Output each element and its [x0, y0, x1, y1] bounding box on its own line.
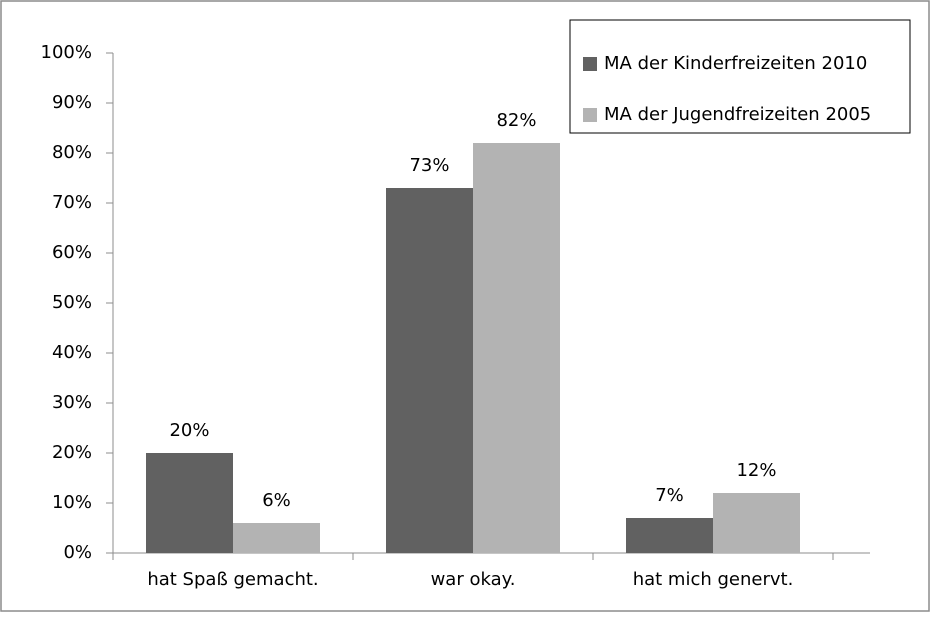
data-label: 12% — [736, 460, 776, 481]
y-tick-label: 80% — [52, 142, 92, 163]
x-tick-label: war okay. — [431, 569, 516, 590]
legend-swatch — [583, 108, 597, 122]
data-label: 6% — [262, 490, 291, 511]
y-tick-label: 20% — [52, 442, 92, 463]
data-label: 7% — [655, 485, 684, 506]
bar — [473, 143, 560, 553]
legend-label: MA der Jugendfreizeiten 2005 — [604, 104, 871, 125]
y-tick-label: 50% — [52, 292, 92, 313]
y-tick-label: 30% — [52, 392, 92, 413]
bar — [713, 493, 800, 553]
y-tick-label: 10% — [52, 492, 92, 513]
y-tick-label: 100% — [41, 42, 92, 63]
legend-label: MA der Kinderfreizeiten 2010 — [604, 53, 867, 74]
y-tick-label: 40% — [52, 342, 92, 363]
y-tick-label: 70% — [52, 192, 92, 213]
y-tick-label: 0% — [63, 542, 92, 563]
bar — [626, 518, 713, 553]
y-tick-label: 60% — [52, 242, 92, 263]
bar — [386, 188, 473, 553]
legend-swatch — [583, 57, 597, 71]
bar — [146, 453, 233, 553]
x-tick-label: hat mich genervt. — [633, 569, 794, 590]
y-tick-label: 90% — [52, 92, 92, 113]
x-tick-label: hat Spaß gemacht. — [147, 569, 318, 590]
legend-box — [569, 19, 911, 134]
data-label: 82% — [496, 110, 536, 131]
data-label: 73% — [409, 155, 449, 176]
data-label: 20% — [169, 420, 209, 441]
bar — [233, 523, 320, 553]
